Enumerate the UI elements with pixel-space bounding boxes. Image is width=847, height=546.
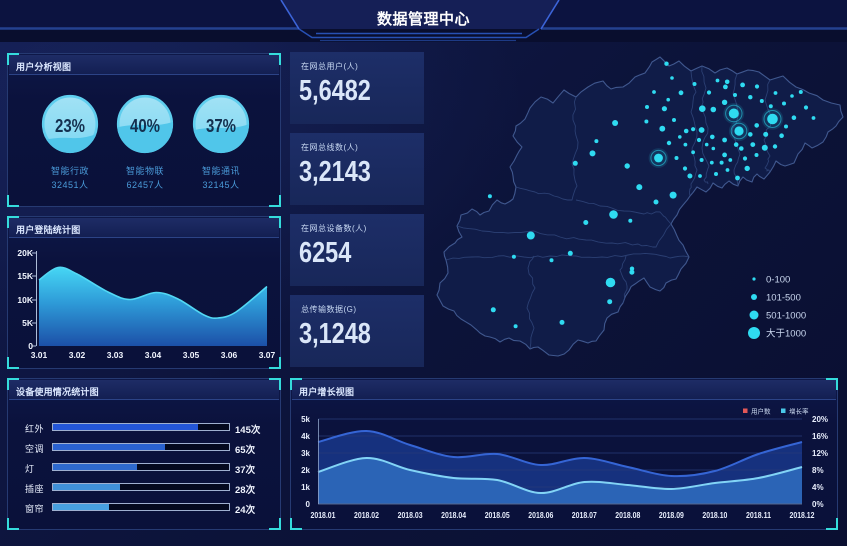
svg-text:23%: 23% (55, 115, 85, 136)
svg-text:4k: 4k (301, 432, 310, 441)
svg-text:501-1000: 501-1000 (766, 311, 806, 322)
svg-text:2018.10: 2018.10 (702, 510, 727, 520)
svg-text:5k: 5k (301, 415, 310, 424)
svg-text:2018.04: 2018.04 (441, 510, 466, 520)
svg-text:3.07: 3.07 (259, 350, 276, 360)
svg-text:大于1000: 大于1000 (766, 328, 806, 340)
svg-text:15K: 15K (17, 271, 33, 281)
svg-text:101-500: 101-500 (766, 293, 801, 304)
svg-text:5K: 5K (22, 318, 34, 328)
svg-text:3.05: 3.05 (183, 350, 200, 360)
svg-text:2018.06: 2018.06 (528, 510, 553, 520)
svg-text:16%: 16% (812, 432, 828, 441)
svg-text:4%: 4% (812, 483, 824, 492)
svg-text:2018.07: 2018.07 (572, 510, 597, 520)
svg-text:8%: 8% (812, 466, 824, 475)
svg-text:3.02: 3.02 (69, 350, 86, 360)
svg-text:37%: 37% (206, 115, 236, 136)
svg-text:0: 0 (306, 500, 311, 509)
svg-text:20K: 20K (17, 248, 33, 258)
svg-text:3.04: 3.04 (145, 350, 162, 360)
svg-text:0%: 0% (812, 500, 824, 509)
svg-text:3.06: 3.06 (221, 350, 238, 360)
svg-text:2018.09: 2018.09 (659, 510, 684, 520)
svg-text:20%: 20% (812, 415, 828, 424)
svg-text:0-100: 0-100 (766, 275, 790, 286)
svg-text:增长率: 增长率 (789, 406, 809, 415)
svg-text:12%: 12% (812, 449, 828, 458)
svg-text:2018.12: 2018.12 (790, 510, 815, 520)
svg-text:3k: 3k (301, 449, 310, 458)
svg-text:用户数: 用户数 (751, 406, 771, 415)
svg-text:3.01: 3.01 (31, 350, 48, 360)
svg-text:2018.11: 2018.11 (746, 510, 771, 520)
svg-text:2k: 2k (301, 466, 310, 475)
svg-text:1k: 1k (301, 483, 310, 492)
svg-text:2018.05: 2018.05 (485, 510, 510, 520)
svg-text:10K: 10K (17, 295, 33, 305)
svg-text:2018.01: 2018.01 (311, 510, 336, 520)
svg-text:2018.02: 2018.02 (354, 510, 379, 520)
svg-text:2018.03: 2018.03 (398, 510, 423, 520)
svg-text:2018.08: 2018.08 (615, 510, 640, 520)
svg-text:40%: 40% (130, 115, 160, 136)
svg-text:0: 0 (28, 341, 33, 351)
svg-text:3.03: 3.03 (107, 350, 124, 360)
